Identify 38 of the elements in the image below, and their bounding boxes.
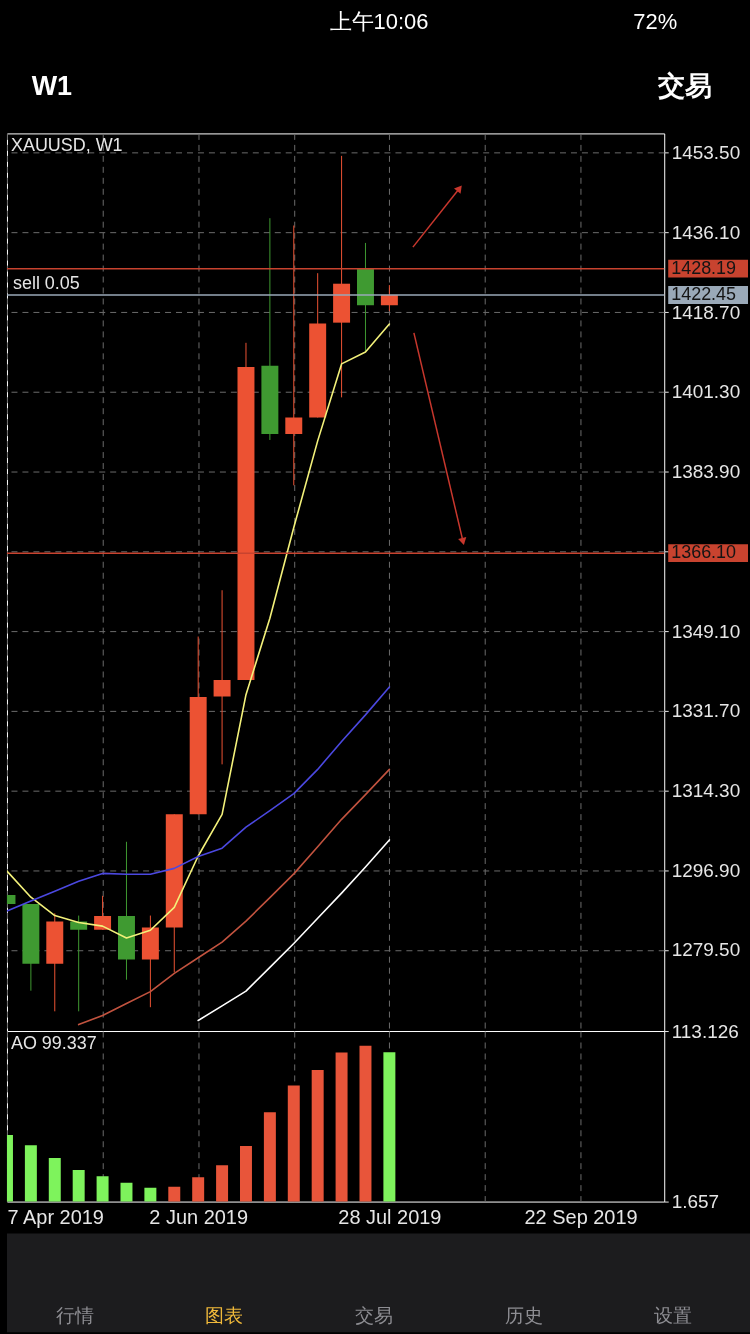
y-tick-label: 1296.90 [671, 859, 741, 881]
y-tick-label: 1314.30 [671, 779, 741, 801]
y-tick-label: 1401.30 [671, 381, 741, 403]
line-series [197, 839, 391, 1022]
text: 行情 [55, 1305, 94, 1327]
candlestick [94, 895, 112, 931]
text: 上午10:06 [329, 8, 429, 34]
chart-title: XAUUSD, W1 [10, 135, 123, 156]
y-tick-label: 1418.70 [671, 301, 741, 323]
x-tick-label: 22 Sep 2019 [524, 1206, 638, 1229]
ref-line-label: 1422.45 [671, 283, 737, 304]
y-tick-label: 1349.10 [671, 620, 741, 642]
x-tick-label: 28 Jul 2019 [338, 1206, 442, 1229]
text: 72% [633, 8, 678, 34]
candlestick [285, 225, 303, 486]
line-series [6, 323, 391, 939]
x-tick-label: 7 Apr 2019 [7, 1206, 104, 1229]
y-tick-label: 1383.90 [671, 461, 741, 483]
text: 交易 [657, 70, 713, 101]
text: 历史 [504, 1305, 543, 1327]
text: 设置 [654, 1305, 693, 1327]
text: W1 [31, 70, 73, 101]
line-series [77, 768, 391, 1026]
y-tick-label: 1.657 [671, 1191, 720, 1213]
chart-title: AO 99.337 [10, 1032, 97, 1053]
y-tick-label: 1279.50 [671, 939, 741, 961]
ref-line-label: 1428.19 [671, 257, 737, 278]
x-tick-label: 2 Jun 2019 [149, 1206, 249, 1229]
y-tick-label: 113.126 [671, 1020, 739, 1042]
candlestick [213, 589, 231, 765]
ref-line-label: 1366.10 [671, 542, 737, 563]
annotation: sell 0.05 [12, 272, 80, 293]
text: 交易 [355, 1305, 393, 1327]
line-series [6, 686, 391, 912]
y-tick-label: 1453.50 [671, 142, 741, 164]
y-tick-label: 1436.10 [671, 221, 741, 243]
y-tick-label: 1331.70 [671, 700, 741, 722]
text: 图表 [205, 1305, 244, 1327]
